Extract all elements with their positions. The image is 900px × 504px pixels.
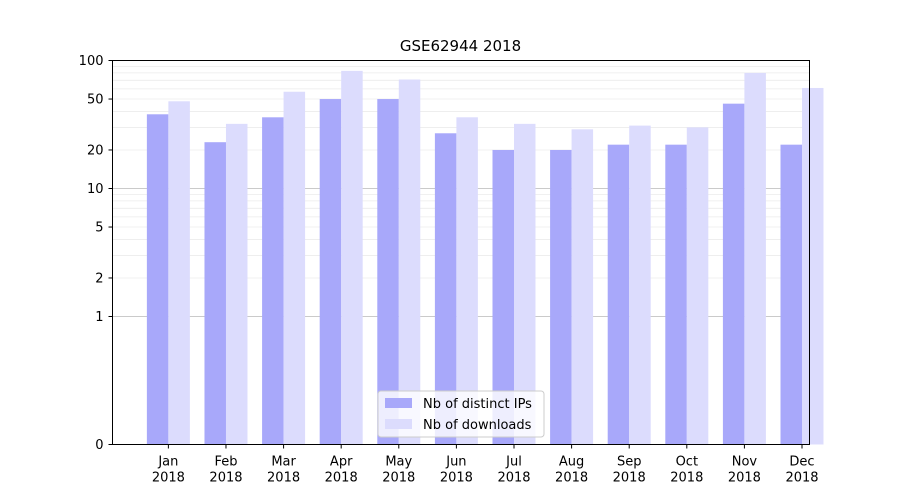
- bar-downloads: [629, 125, 651, 445]
- bar-downloads: [744, 72, 766, 445]
- bar-downloads: [225, 123, 248, 445]
- x-tick-label: Jun 2018: [440, 455, 473, 486]
- legend-label-downloads: Nb of downloads: [423, 418, 532, 433]
- chart-title: GSE62944 2018: [400, 37, 521, 55]
- bar-distinct-ips: [607, 144, 630, 445]
- bar-downloads: [341, 70, 363, 445]
- bar-distinct-ips: [262, 117, 284, 445]
- bar-distinct-ips: [434, 133, 457, 445]
- y-tick-label: 20: [87, 143, 104, 158]
- bar-distinct-ips: [377, 99, 399, 445]
- bar-distinct-ips: [146, 114, 169, 445]
- legend-label-distinct-ips: Nb of distinct IPs: [423, 397, 532, 412]
- y-tick-label: 5: [95, 221, 103, 236]
- y-tick-label: 100: [79, 54, 104, 69]
- bar-downloads: [456, 117, 478, 445]
- bar-downloads: [283, 91, 306, 445]
- x-axis: Jan 2018 Feb 2018 Mar 2018 Apr 2018 May 2018 Jun 20…: [152, 444, 819, 486]
- bar-downloads: [802, 87, 824, 445]
- x-tick-label: Oct 2018: [670, 455, 703, 486]
- bar-downloads: [398, 79, 421, 445]
- bar-distinct-ips: [665, 144, 687, 445]
- x-tick-label: Jan 2018: [152, 455, 185, 486]
- bar-distinct-ips: [204, 142, 226, 445]
- legend-swatch-distinct-ips: [385, 398, 412, 408]
- bar-downloads: [168, 101, 190, 445]
- x-tick-label: May 2018: [382, 455, 415, 486]
- bars-layer: [146, 70, 824, 445]
- bar-downloads: [513, 123, 536, 445]
- bar-distinct-ips: [780, 144, 803, 445]
- y-tick-label: 0: [95, 438, 103, 453]
- legend: Nb of distinct IPs Nb of downloads: [377, 390, 545, 438]
- x-tick-label: Feb 2018: [209, 455, 242, 486]
- x-tick-label: Sep 2018: [613, 455, 646, 486]
- y-tick-label: 50: [87, 93, 104, 108]
- bar-downloads: [686, 127, 709, 445]
- plot-frame: [112, 60, 810, 445]
- x-tick-label: Jul 2018: [497, 455, 530, 486]
- x-tick-label: Aug 2018: [555, 455, 588, 486]
- x-tick-label: Nov 2018: [728, 455, 761, 486]
- bar-distinct-ips: [492, 149, 514, 445]
- x-tick-label: Apr 2018: [325, 455, 358, 486]
- x-tick-label: Dec 2018: [785, 455, 818, 486]
- bar-distinct-ips: [550, 149, 572, 445]
- bar-distinct-ips: [319, 99, 342, 445]
- legend-box: [377, 390, 545, 438]
- x-tick-label: Mar 2018: [267, 455, 300, 486]
- y-tick-label: 2: [95, 271, 103, 286]
- y-axis: 0 1 2 5 10 20 50 100: [79, 54, 113, 453]
- bar-distinct-ips: [722, 103, 745, 445]
- bar-downloads: [571, 129, 594, 445]
- legend-swatch-downloads: [385, 419, 412, 429]
- y-tick-label: 10: [87, 182, 104, 197]
- y-tick-label: 1: [95, 310, 103, 325]
